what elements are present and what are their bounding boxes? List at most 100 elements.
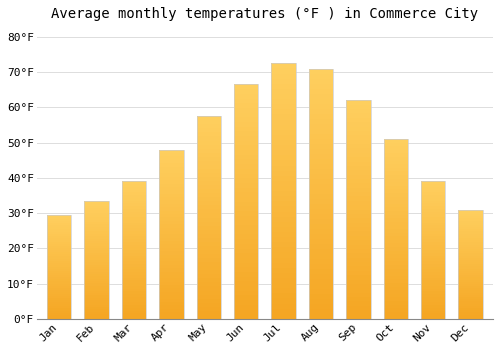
- Bar: [346, 140, 370, 144]
- Bar: [47, 261, 72, 263]
- Bar: [346, 271, 370, 275]
- Bar: [272, 160, 295, 166]
- Bar: [309, 274, 333, 279]
- Bar: [234, 286, 258, 291]
- Bar: [84, 286, 108, 288]
- Bar: [272, 89, 295, 94]
- Bar: [84, 300, 108, 302]
- Bar: [309, 209, 333, 214]
- Bar: [421, 308, 446, 311]
- Bar: [159, 150, 184, 319]
- Bar: [346, 310, 370, 315]
- Bar: [272, 293, 295, 299]
- Bar: [234, 192, 258, 197]
- Bar: [234, 272, 258, 277]
- Bar: [346, 293, 370, 297]
- Bar: [421, 253, 446, 255]
- Bar: [384, 211, 408, 215]
- Bar: [122, 234, 146, 236]
- Bar: [159, 221, 184, 224]
- Bar: [47, 215, 72, 217]
- Bar: [234, 206, 258, 211]
- Bar: [384, 272, 408, 276]
- Bar: [309, 214, 333, 219]
- Bar: [421, 286, 446, 289]
- Bar: [346, 262, 370, 266]
- Bar: [458, 227, 483, 229]
- Bar: [234, 89, 258, 94]
- Bar: [47, 288, 72, 290]
- Bar: [346, 240, 370, 245]
- Bar: [234, 98, 258, 103]
- Bar: [458, 271, 483, 273]
- Bar: [384, 297, 408, 301]
- Bar: [159, 197, 184, 201]
- Bar: [458, 245, 483, 247]
- Bar: [458, 218, 483, 220]
- Bar: [458, 249, 483, 251]
- Bar: [47, 269, 72, 271]
- Bar: [84, 253, 108, 255]
- Bar: [234, 117, 258, 122]
- Bar: [159, 282, 184, 285]
- Bar: [384, 182, 408, 186]
- Bar: [84, 229, 108, 231]
- Bar: [47, 215, 72, 319]
- Bar: [84, 262, 108, 265]
- Bar: [384, 178, 408, 182]
- Bar: [234, 122, 258, 127]
- Bar: [421, 187, 446, 190]
- Bar: [159, 153, 184, 156]
- Bar: [346, 231, 370, 236]
- Bar: [196, 282, 221, 286]
- Bar: [346, 210, 370, 214]
- Bar: [346, 205, 370, 210]
- Bar: [47, 248, 72, 250]
- Bar: [384, 287, 408, 290]
- Bar: [272, 63, 295, 68]
- Bar: [458, 216, 483, 218]
- Bar: [272, 63, 295, 319]
- Bar: [421, 231, 446, 234]
- Bar: [84, 248, 108, 250]
- Bar: [384, 200, 408, 204]
- Bar: [122, 300, 146, 302]
- Bar: [159, 180, 184, 183]
- Bar: [47, 263, 72, 265]
- Bar: [421, 270, 446, 272]
- Bar: [346, 258, 370, 262]
- Bar: [384, 208, 408, 211]
- Bar: [159, 194, 184, 197]
- Bar: [309, 129, 333, 134]
- Bar: [47, 300, 72, 302]
- Bar: [234, 295, 258, 300]
- Bar: [47, 308, 72, 310]
- Bar: [234, 94, 258, 98]
- Bar: [159, 292, 184, 295]
- Bar: [122, 278, 146, 280]
- Bar: [159, 150, 184, 153]
- Bar: [309, 264, 333, 269]
- Bar: [458, 247, 483, 249]
- Bar: [196, 303, 221, 307]
- Bar: [272, 181, 295, 186]
- Bar: [122, 286, 146, 289]
- Bar: [122, 201, 146, 203]
- Bar: [159, 309, 184, 312]
- Bar: [196, 218, 221, 222]
- Bar: [421, 289, 446, 292]
- Bar: [272, 232, 295, 237]
- Bar: [47, 240, 72, 242]
- Bar: [458, 308, 483, 310]
- Bar: [234, 113, 258, 117]
- Bar: [159, 156, 184, 160]
- Title: Average monthly temperatures (°F ) in Commerce City: Average monthly temperatures (°F ) in Co…: [52, 7, 478, 21]
- Bar: [384, 215, 408, 218]
- Bar: [458, 214, 483, 216]
- Bar: [309, 234, 333, 239]
- Bar: [84, 307, 108, 309]
- Bar: [234, 230, 258, 235]
- Bar: [309, 279, 333, 284]
- Bar: [272, 140, 295, 145]
- Bar: [234, 178, 258, 183]
